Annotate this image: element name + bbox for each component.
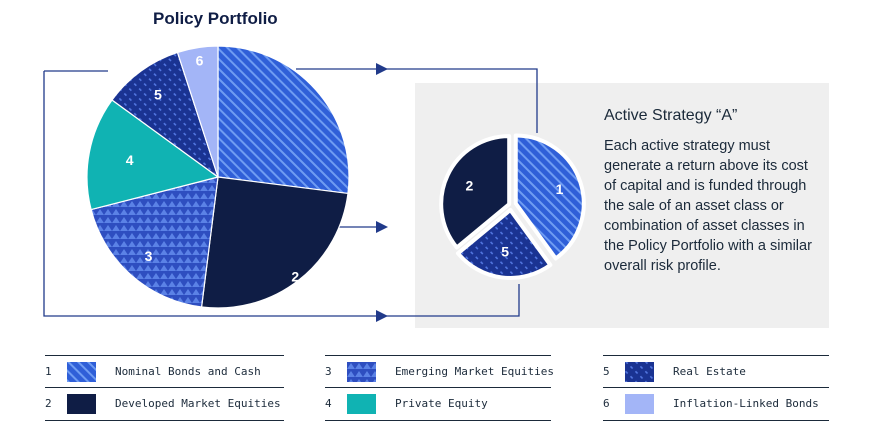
- legend-item: 5 Real Estate: [603, 355, 829, 388]
- pie-slice-3: [90, 176, 219, 308]
- legend-item: 3 Emerging Market Equities: [325, 355, 554, 388]
- pie-slice-1: [217, 45, 350, 195]
- pie-slice-2: [439, 134, 512, 250]
- pie-slice-5: [111, 51, 219, 178]
- policy-pie-chart: 1 2 3 4 5 6: [86, 45, 350, 309]
- legend-label: Private Equity: [395, 397, 488, 410]
- legend-label: Real Estate: [673, 365, 746, 378]
- callout-title: Active Strategy “A”: [604, 107, 738, 124]
- legend-swatch-teal-icon: [347, 394, 376, 414]
- pie-slice-5: [455, 207, 553, 280]
- pie-label-2: 2: [291, 269, 299, 285]
- legend-swatch-real-estate-icon: [625, 362, 654, 382]
- legend-label: Emerging Market Equities: [395, 365, 554, 378]
- legend-number: 5: [603, 365, 610, 378]
- arrow-top: [376, 63, 388, 75]
- active-strategy-pie-chart: 1 5 2: [439, 133, 586, 280]
- legend-column-2: 3 Emerging Market Equities 4 Private Equ…: [325, 355, 554, 421]
- arrow-bottom: [376, 310, 388, 322]
- chart-title: Policy Portfolio: [153, 9, 278, 28]
- pie-label-3: 3: [145, 248, 153, 264]
- legend-item: 1 Nominal Bonds and Cash: [45, 355, 284, 388]
- legend-label: Inflation-Linked Bonds: [673, 397, 819, 410]
- pie-label-1: 1: [319, 76, 327, 92]
- legend-column-3: 5 Real Estate 6 Inflation-Linked Bonds: [603, 355, 829, 421]
- legend-item: 4 Private Equity: [325, 387, 551, 421]
- legend-number: 6: [603, 397, 610, 410]
- pie-slice-6: [176, 45, 219, 178]
- legend-number: 4: [325, 397, 332, 410]
- pie-slice-1: [513, 133, 586, 261]
- pie-label-1: 1: [556, 181, 564, 197]
- legend-number: 2: [45, 397, 52, 410]
- pie-label-2: 2: [465, 177, 473, 193]
- legend-label: Developed Market Equities: [115, 397, 281, 410]
- pie-label-6: 6: [196, 52, 204, 68]
- legend-swatch-light-blue-icon: [625, 394, 654, 414]
- arrow-middle: [376, 221, 388, 233]
- legend-number: 1: [45, 365, 52, 378]
- legend-column-1: 1 Nominal Bonds and Cash 2 Developed Mar…: [45, 355, 284, 421]
- pie-label-4: 4: [126, 152, 134, 168]
- callout-body: Each active strategy must generate a ret…: [604, 138, 812, 274]
- pie-label-5: 5: [501, 244, 509, 260]
- connector-arrows: [376, 63, 388, 322]
- legend-number: 3: [325, 365, 332, 378]
- legend-swatch-navy-icon: [67, 394, 96, 414]
- pie-slice-2: [200, 176, 349, 309]
- legend-swatch-diagonal-icon: [67, 362, 96, 382]
- connector-top: [43, 71, 198, 317]
- legend-item: 6 Inflation-Linked Bonds: [603, 387, 829, 421]
- legend-swatch-triangle-icon: [347, 362, 376, 382]
- pie-label-5: 5: [154, 86, 162, 102]
- legend-label: Nominal Bonds and Cash: [115, 365, 261, 378]
- pie-slice-4: [86, 99, 219, 211]
- connector-real-estate: [198, 284, 520, 317]
- legend-item: 2 Developed Market Equities: [45, 387, 284, 421]
